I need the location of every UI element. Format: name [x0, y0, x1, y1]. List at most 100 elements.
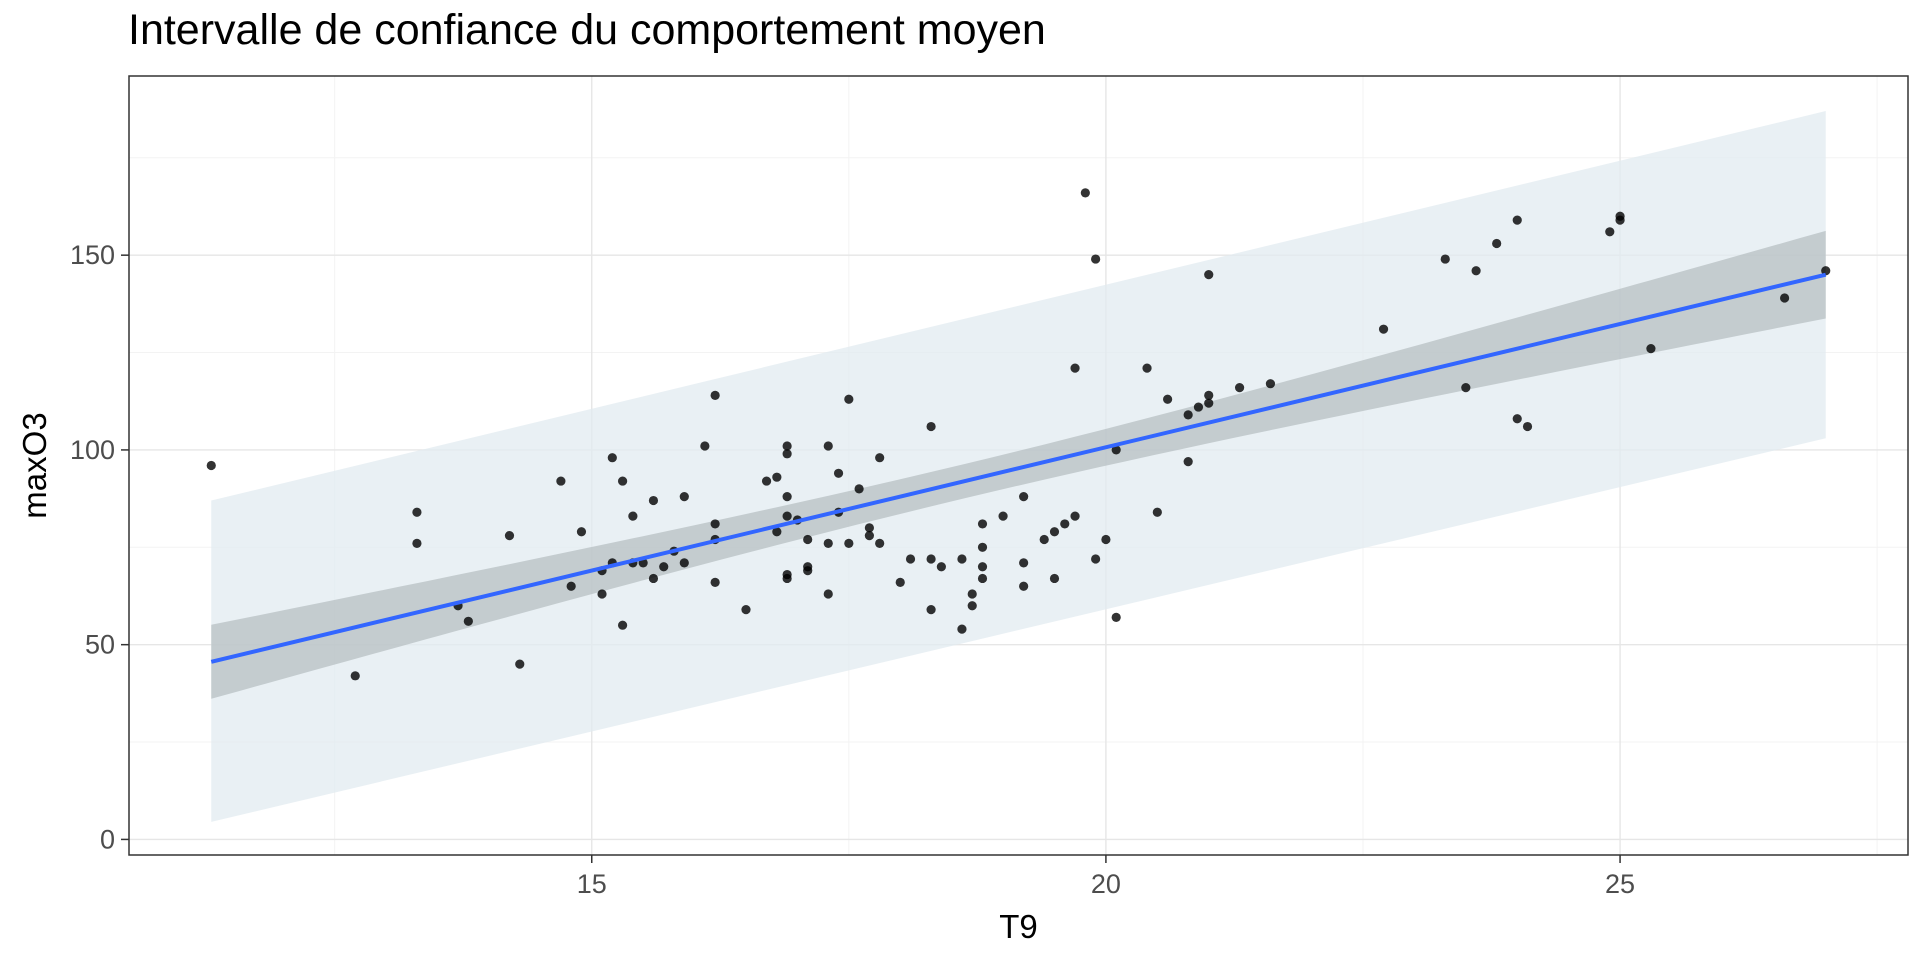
data-point	[823, 589, 833, 599]
data-point	[412, 538, 422, 549]
x-tick-label: 15	[577, 869, 607, 899]
x-axis-title: T9	[999, 908, 1038, 945]
data-point	[1111, 612, 1121, 623]
data-point	[1019, 558, 1029, 568]
data-point	[1615, 215, 1625, 225]
x-tick-label: 20	[1091, 869, 1121, 899]
data-point	[1193, 402, 1204, 412]
data-point	[823, 538, 833, 549]
data-point	[710, 519, 720, 529]
data-point	[1646, 344, 1656, 354]
y-tick-label: 0	[100, 824, 115, 854]
data-point	[772, 472, 782, 482]
data-point	[1152, 507, 1162, 517]
data-point	[1234, 383, 1245, 393]
data-point	[1142, 363, 1152, 373]
data-point	[864, 523, 874, 533]
data-point	[803, 534, 813, 545]
data-point	[957, 554, 967, 564]
data-point	[1070, 511, 1080, 521]
data-point	[1471, 266, 1481, 276]
data-point	[782, 441, 792, 451]
panel-border	[128, 75, 1909, 856]
data-point	[926, 554, 936, 564]
data-point	[504, 531, 515, 541]
data-point	[977, 573, 988, 584]
data-point	[977, 562, 988, 572]
data-point	[1780, 293, 1790, 303]
data-point	[1163, 394, 1173, 404]
data-point	[617, 476, 628, 486]
data-point	[864, 531, 874, 541]
y-tick-label: 100	[70, 435, 115, 465]
data-point	[1080, 188, 1090, 198]
data-point	[905, 554, 916, 564]
y-tick-label: 50	[85, 630, 115, 660]
data-point	[1019, 581, 1029, 591]
data-point	[597, 589, 607, 599]
data-point	[206, 460, 216, 471]
data-point	[854, 484, 864, 494]
data-point	[648, 495, 659, 506]
regression-line	[210, 272, 1827, 664]
data-point	[741, 605, 751, 615]
data-point	[782, 573, 792, 584]
data-point	[1378, 324, 1389, 334]
x-tick-label: 25	[1605, 869, 1635, 899]
data-point	[515, 659, 525, 669]
data-point	[1204, 398, 1214, 408]
data-point	[782, 511, 792, 521]
data-point	[1183, 457, 1193, 467]
data-point	[659, 562, 669, 572]
data-point	[350, 671, 360, 681]
data-point	[1101, 534, 1111, 545]
data-point	[679, 492, 689, 502]
data-point	[844, 394, 854, 404]
data-point	[1440, 254, 1450, 264]
y-tick-label: 150	[70, 240, 115, 270]
data-point	[1605, 227, 1615, 237]
data-point	[607, 453, 617, 463]
data-point	[1492, 238, 1502, 249]
data-point	[463, 616, 473, 626]
data-point	[679, 558, 689, 568]
data-point	[803, 566, 813, 576]
data-point	[648, 573, 659, 584]
data-point	[875, 538, 885, 549]
data-point	[967, 601, 977, 611]
data-point	[957, 624, 967, 634]
data-point	[1265, 379, 1276, 389]
data-point	[936, 562, 946, 572]
line-layer	[210, 272, 1827, 664]
data-point	[833, 468, 844, 478]
data-point	[710, 390, 720, 400]
data-point	[1070, 363, 1080, 373]
data-point	[1049, 527, 1060, 537]
point-layer	[206, 188, 1831, 681]
data-point	[1091, 554, 1101, 564]
data-point	[617, 620, 628, 630]
data-point	[710, 577, 720, 587]
data-point	[1821, 266, 1831, 276]
data-point	[1060, 519, 1070, 529]
data-point	[977, 542, 988, 552]
data-point	[700, 441, 710, 451]
data-point	[1204, 390, 1214, 400]
axis-layer: 15 20 25 0 50 100 150	[70, 240, 1635, 899]
data-point	[782, 449, 792, 459]
data-point	[823, 441, 833, 451]
data-point	[566, 581, 576, 591]
data-point	[1512, 414, 1522, 424]
chart-title: Intervalle de confiance du comportement …	[128, 6, 1046, 54]
data-point	[556, 476, 566, 486]
data-point	[1091, 254, 1101, 264]
data-point	[782, 492, 792, 502]
data-point	[1111, 445, 1121, 455]
data-point	[977, 519, 988, 529]
data-point	[772, 527, 782, 537]
data-point	[926, 421, 936, 432]
data-point	[967, 589, 977, 599]
data-point	[895, 577, 905, 587]
data-point	[1204, 270, 1214, 280]
